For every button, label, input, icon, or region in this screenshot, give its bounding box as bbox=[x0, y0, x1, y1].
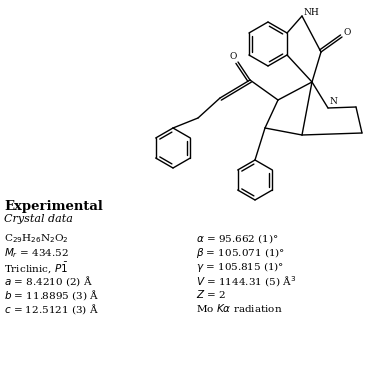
Text: Crystal data: Crystal data bbox=[4, 214, 73, 224]
Text: $Z$ = 2: $Z$ = 2 bbox=[196, 288, 226, 300]
Text: Mo $K\alpha$ radiation: Mo $K\alpha$ radiation bbox=[196, 302, 283, 314]
Text: $M_{r}$ = 434.52: $M_{r}$ = 434.52 bbox=[4, 246, 69, 260]
Text: N: N bbox=[329, 97, 337, 106]
Text: Triclinic, $P\bar{1}$: Triclinic, $P\bar{1}$ bbox=[4, 260, 68, 275]
Text: $\beta$ = 105.071 (1)°: $\beta$ = 105.071 (1)° bbox=[196, 246, 285, 260]
Text: Experimental: Experimental bbox=[4, 200, 103, 213]
Text: $c$ = 12.5121 (3) Å: $c$ = 12.5121 (3) Å bbox=[4, 302, 99, 316]
Text: NH: NH bbox=[303, 8, 319, 17]
Text: C$_{29}$H$_{26}$N$_{2}$O$_{2}$: C$_{29}$H$_{26}$N$_{2}$O$_{2}$ bbox=[4, 232, 69, 245]
Text: O: O bbox=[230, 52, 237, 61]
Text: $a$ = 8.4210 (2) Å: $a$ = 8.4210 (2) Å bbox=[4, 274, 93, 288]
Text: $\gamma$ = 105.815 (1)°: $\gamma$ = 105.815 (1)° bbox=[196, 260, 284, 274]
Text: $b$ = 11.8895 (3) Å: $b$ = 11.8895 (3) Å bbox=[4, 288, 99, 302]
Text: $V$ = 1144.31 (5) Å$^{3}$: $V$ = 1144.31 (5) Å$^{3}$ bbox=[196, 274, 296, 289]
Text: O: O bbox=[343, 28, 350, 37]
Text: $\alpha$ = 95.662 (1)°: $\alpha$ = 95.662 (1)° bbox=[196, 232, 279, 245]
